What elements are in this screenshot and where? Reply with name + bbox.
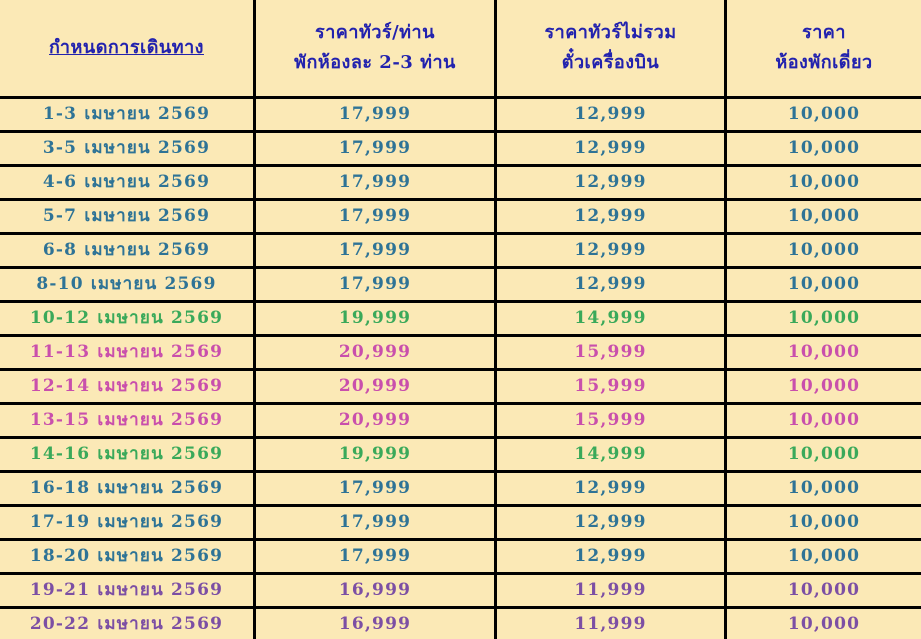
schedule-cell: 17-19 เมษายน 2569 [0, 507, 256, 538]
table-row: 11-13 เมษายน 2569 20,999 15,999 10,000 [0, 337, 921, 371]
single-room-cell: 10,000 [787, 274, 861, 294]
price-no-flight-cell: 12,999 [497, 201, 727, 232]
price-no-flight-cell: 12,999 [497, 269, 727, 300]
table-row: 10-12 เมษายน 2569 19,999 14,999 10,000 [0, 303, 921, 337]
price-no-flight-cell: 12,999 [497, 473, 727, 504]
schedule-cell: 13-15 เมษายน 2569 [0, 405, 256, 436]
header-price-no-flight-line1: ราคาทัวร์ไม่รวม [544, 22, 677, 43]
header-price-per-person-line2: พักห้องละ 2-3 ท่าน [294, 52, 456, 73]
header-schedule-label: กำหนดการเดินทาง [49, 37, 204, 58]
header-single-room: ราคา ห้องพักเดี่ยว [727, 0, 921, 96]
schedule-cell: 18-20 เมษายน 2569 [0, 541, 256, 572]
schedule-cell: 8-10 เมษายน 2569 [0, 269, 256, 300]
price-no-flight-cell: 15,999 [497, 371, 727, 402]
price-per-person-cell: 16,999 [256, 609, 497, 639]
price-per-person-cell: 17,999 [256, 473, 497, 504]
schedule-cell: 12-14 เมษายน 2569 [0, 371, 256, 402]
table-body: 1-3 เมษายน 2569 17,999 12,999 10,000 3-5… [0, 99, 921, 639]
schedule-cell: 6-8 เมษายน 2569 [0, 235, 256, 266]
single-room-cell: 10,000 [787, 138, 861, 158]
table-row: 8-10 เมษายน 2569 17,999 12,999 10,000 [0, 269, 921, 303]
table-header-row: กำหนดการเดินทาง ราคาทัวร์/ท่าน พักห้องละ… [0, 0, 921, 99]
table-row: 14-16 เมษายน 2569 19,999 14,999 10,000 [0, 439, 921, 473]
single-room-cell: 10,000 [787, 546, 861, 566]
price-per-person-cell: 17,999 [256, 99, 497, 130]
price-no-flight-cell: 14,999 [497, 303, 727, 334]
table-row: 18-20 เมษายน 2569 17,999 12,999 10,000 [0, 541, 921, 575]
schedule-cell: 5-7 เมษายน 2569 [0, 201, 256, 232]
price-no-flight-cell: 11,999 [497, 609, 727, 639]
schedule-cell: 4-6 เมษายน 2569 [0, 167, 256, 198]
table-row: 16-18 เมษายน 2569 17,999 12,999 10,000 [0, 473, 921, 507]
header-single-room-line1: ราคา [802, 22, 846, 43]
price-per-person-cell: 17,999 [256, 235, 497, 266]
price-no-flight-cell: 12,999 [497, 99, 727, 130]
price-no-flight-cell: 12,999 [497, 167, 727, 198]
price-no-flight-cell: 15,999 [497, 405, 727, 436]
price-per-person-cell: 20,999 [256, 371, 497, 402]
price-per-person-cell: 17,999 [256, 269, 497, 300]
price-no-flight-cell: 12,999 [497, 541, 727, 572]
schedule-cell: 11-13 เมษายน 2569 [0, 337, 256, 368]
single-room-cell: 10,000 [787, 444, 861, 464]
price-per-person-cell: 20,999 [256, 337, 497, 368]
schedule-cell: 16-18 เมษายน 2569 [0, 473, 256, 504]
price-per-person-cell: 17,999 [256, 167, 497, 198]
table-row: 20-22 เมษายน 2569 16,999 11,999 10,000 [0, 609, 921, 639]
single-room-cell: 10,000 [787, 172, 861, 192]
schedule-cell: 19-21 เมษายน 2569 [0, 575, 256, 606]
price-per-person-cell: 17,999 [256, 507, 497, 538]
single-room-cell: 10,000 [787, 308, 861, 328]
price-per-person-cell: 16,999 [256, 575, 497, 606]
price-per-person-cell: 19,999 [256, 439, 497, 470]
table-row: 17-19 เมษายน 2569 17,999 12,999 10,000 [0, 507, 921, 541]
single-room-cell: 10,000 [787, 240, 861, 260]
schedule-cell: 3-5 เมษายน 2569 [0, 133, 256, 164]
price-no-flight-cell: 11,999 [497, 575, 727, 606]
table-row: 1-3 เมษายน 2569 17,999 12,999 10,000 [0, 99, 921, 133]
price-no-flight-cell: 15,999 [497, 337, 727, 368]
header-price-no-flight: ราคาทัวร์ไม่รวม ตั๋วเครื่องบิน [497, 0, 727, 96]
price-per-person-cell: 17,999 [256, 133, 497, 164]
single-room-cell: 10,000 [787, 512, 861, 532]
single-room-cell: 10,000 [787, 104, 861, 124]
single-room-cell: 10,000 [787, 410, 861, 430]
table-row: 3-5 เมษายน 2569 17,999 12,999 10,000 [0, 133, 921, 167]
single-room-cell: 10,000 [787, 580, 861, 600]
schedule-cell: 10-12 เมษายน 2569 [0, 303, 256, 334]
price-per-person-cell: 20,999 [256, 405, 497, 436]
price-per-person-cell: 17,999 [256, 201, 497, 232]
schedule-cell: 1-3 เมษายน 2569 [0, 99, 256, 130]
single-room-cell: 10,000 [787, 478, 861, 498]
header-single-room-line2: ห้องพักเดี่ยว [775, 52, 873, 73]
schedule-cell: 14-16 เมษายน 2569 [0, 439, 256, 470]
table-row: 6-8 เมษายน 2569 17,999 12,999 10,000 [0, 235, 921, 269]
table-row: 13-15 เมษายน 2569 20,999 15,999 10,000 [0, 405, 921, 439]
price-per-person-cell: 19,999 [256, 303, 497, 334]
schedule-cell: 20-22 เมษายน 2569 [0, 609, 256, 639]
header-schedule: กำหนดการเดินทาง [0, 0, 256, 96]
single-room-cell: 10,000 [787, 342, 861, 362]
table-row: 4-6 เมษายน 2569 17,999 12,999 10,000 [0, 167, 921, 201]
price-no-flight-cell: 14,999 [497, 439, 727, 470]
header-price-per-person-line1: ราคาทัวร์/ท่าน [315, 22, 435, 43]
price-no-flight-cell: 12,999 [497, 507, 727, 538]
price-no-flight-cell: 12,999 [497, 133, 727, 164]
single-room-cell: 10,000 [787, 206, 861, 226]
header-price-no-flight-line2: ตั๋วเครื่องบิน [561, 52, 660, 73]
single-room-cell: 10,000 [787, 376, 861, 396]
table-row: 19-21 เมษายน 2569 16,999 11,999 10,000 [0, 575, 921, 609]
single-room-cell: 10,000 [787, 614, 861, 634]
table-row: 5-7 เมษายน 2569 17,999 12,999 10,000 [0, 201, 921, 235]
price-no-flight-cell: 12,999 [497, 235, 727, 266]
price-per-person-cell: 17,999 [256, 541, 497, 572]
table-row: 12-14 เมษายน 2569 20,999 15,999 10,000 [0, 371, 921, 405]
header-price-per-person: ราคาทัวร์/ท่าน พักห้องละ 2-3 ท่าน [256, 0, 497, 96]
